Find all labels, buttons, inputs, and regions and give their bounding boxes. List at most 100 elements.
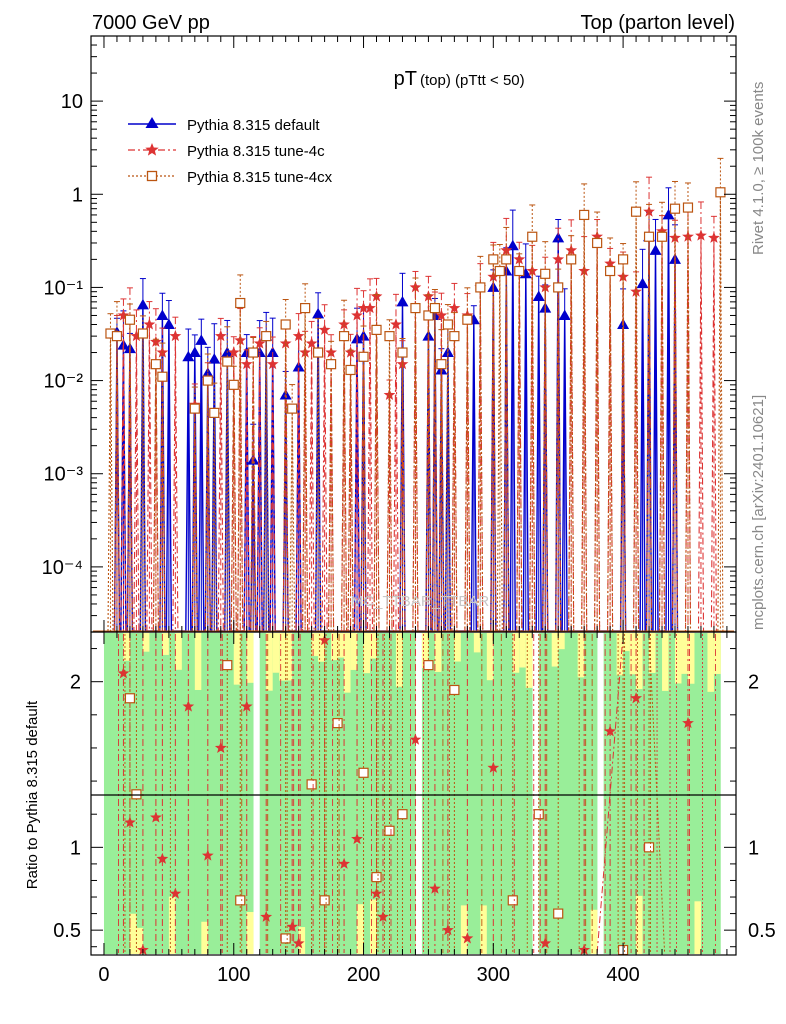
data-point-marker [195,334,208,345]
data-point-marker [514,265,525,277]
data-point-marker [305,337,318,349]
uncertainty-band-outer [168,896,176,954]
uncertainty-band [486,633,494,954]
uncertainty-band-outer [512,633,520,673]
uncertainty-band [155,633,163,954]
uncertainty-band-outer [201,921,209,954]
data-point-marker [553,282,564,293]
uncertainty-band [207,633,215,954]
y-tick-label: 10⁻³ [44,464,84,486]
data-point-marker [209,407,220,418]
legend-label-default: Pythia 8.315 default [187,117,320,134]
data-point-marker [266,346,279,358]
uncertainty-band [467,633,475,954]
uncertainty-band [402,633,410,954]
uncertainty-band [344,633,351,954]
ratio-point-marker [214,741,227,753]
uncertainty-band [311,633,319,954]
ratio-point-marker [182,700,195,712]
data-point-marker [358,351,369,362]
data-point-marker [208,353,221,364]
uncertainty-band [454,633,462,954]
uncertainty-band [441,633,449,954]
ratio-point-marker [423,660,434,671]
uncertainty-band-outer [577,633,585,678]
uncertainty-band-outer [370,899,377,954]
uncertainty-band-outer [272,633,280,673]
data-point-marker [552,231,565,243]
uncertainty-band-outer [311,633,319,657]
uncertainty-band [395,633,403,954]
data-point-marker [494,265,505,277]
ratio-point-marker [370,887,383,899]
uncertainty-band [623,633,630,954]
uncertainty-band-outer [460,905,468,954]
ratio-y-tick-label-left: 0.5 [53,920,81,942]
uncertainty-band [201,633,209,954]
uncertainty-band [194,633,202,954]
main-series-line [107,192,724,632]
ratio-point-marker [487,761,500,773]
data-point-marker [488,254,499,265]
uncertainty-band-outer [285,633,293,681]
main-series-tune4cx [93,157,734,632]
data-point-marker [156,309,169,320]
uncertainty-band [168,633,176,954]
uncertainty-band-outer [298,927,306,954]
ratio-point-marker [630,692,642,704]
uncertainty-band [142,633,150,954]
uncertainty-band [571,633,578,954]
plot-title-main: pT [394,68,417,90]
uncertainty-band [376,633,384,954]
uncertainty-band [564,633,572,954]
data-point-marker [253,337,266,349]
ratio-transition-line [596,633,624,954]
x-tick-label: 100 [217,964,250,986]
data-point-marker [169,329,182,342]
data-point-marker [669,203,681,214]
uncertainty-band-outer [616,633,624,676]
data-point-marker [500,244,513,256]
uncertainty-band-outer [246,633,254,683]
ratio-point-marker [384,825,395,836]
header-left-label: 7000 GeV pp [92,12,210,34]
uncertainty-band-outer [687,633,695,684]
uncertainty-band [272,633,280,954]
data-point-marker [227,346,240,358]
ratio-point-marker [156,852,169,864]
data-point-marker [429,302,441,314]
plot-title-sub: (top) (pTtt < 50) [420,72,525,89]
uncertainty-band [538,633,546,954]
uncertainty-band [525,633,533,954]
data-point-marker [435,309,448,321]
uncertainty-band [370,633,377,954]
uncertainty-band-outer [675,633,682,684]
data-point-marker [228,379,239,390]
uncertainty-band [668,633,676,954]
uncertainty-band-outer [713,633,721,674]
x-tick-label: 300 [477,964,510,986]
data-point-marker [605,265,616,277]
data-point-marker [235,297,246,309]
data-point-marker [506,239,519,251]
ratio-point-marker [643,842,655,853]
data-point-marker [527,231,538,242]
ratio-plot-panel: 2 2 1 1 0.5 0.5 0 100 200 300 400 [53,631,776,986]
uncertainty-band [499,633,507,954]
uncertainty-band-outer [421,633,429,669]
uncertainty-band [337,633,345,954]
ratio-point-marker [222,660,233,671]
uncertainty-band [649,633,656,954]
uncertainty-band-outer [519,633,527,668]
ratio-point-marker [377,910,389,922]
data-point-marker [540,268,551,279]
ratio-y-tick-label-right: 0.5 [748,920,776,942]
uncertainty-band-outer [525,633,533,688]
uncertainty-band-outer [694,901,702,954]
uncertainty-band [519,633,527,954]
data-point-marker [292,360,305,372]
legend-entry-tune4cx: Pythia 8.315 tune-4cx [128,169,333,186]
ratio-point-marker [235,895,246,906]
y-tick-label: 10 [61,91,83,113]
data-point-marker [279,337,292,349]
